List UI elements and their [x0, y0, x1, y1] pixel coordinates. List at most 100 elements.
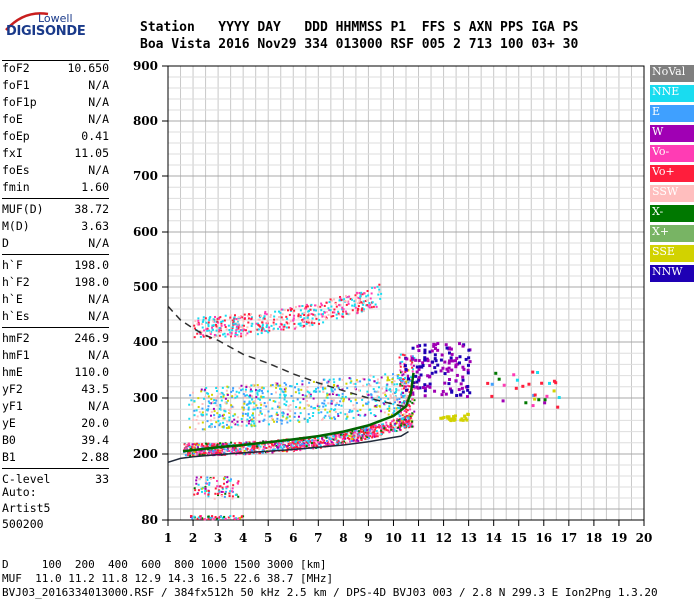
echo-point	[320, 302, 323, 305]
echo-point	[393, 391, 396, 394]
echo-point	[409, 359, 412, 362]
echo-point	[241, 406, 244, 409]
echo-point	[251, 445, 254, 448]
echo-point	[256, 393, 259, 396]
logo-digisonde-text: DIGISONDE	[6, 24, 86, 39]
echo-point	[307, 314, 310, 317]
echo-point	[194, 428, 197, 431]
echo-point	[366, 435, 369, 438]
echo-point	[242, 408, 245, 411]
echo-point	[413, 410, 416, 413]
echo-point	[389, 422, 392, 425]
echo-point	[411, 398, 414, 401]
echo-point	[290, 307, 293, 310]
echo-point	[215, 404, 218, 407]
echo-point	[436, 342, 440, 346]
echo-point	[375, 425, 378, 428]
echo-point	[348, 437, 351, 440]
echo-point	[502, 383, 506, 387]
echo-point	[307, 413, 310, 416]
echo-point	[325, 439, 328, 442]
echo-point	[240, 389, 243, 392]
echo-point	[261, 386, 264, 389]
echo-point	[221, 320, 224, 323]
params-list: foF2 10.650 foF1 N/A foF1p N/A foE N/A foEp 0.41 f…	[2, 60, 109, 488]
echo-point	[374, 428, 377, 431]
echo-point	[426, 384, 430, 388]
echo-point	[309, 395, 312, 398]
echo-point	[213, 517, 216, 520]
echo-point	[253, 402, 256, 405]
echo-point	[367, 294, 370, 297]
echo-point	[273, 443, 276, 446]
echo-point	[397, 406, 400, 409]
echo-point	[244, 394, 247, 397]
param-value: 198.0	[74, 258, 109, 272]
param-row: fxI 11.05	[2, 145, 109, 162]
echo-point	[402, 395, 405, 398]
echo-point	[231, 329, 234, 332]
echo-point	[431, 360, 435, 364]
echo-point	[393, 399, 396, 402]
echo-point	[252, 406, 255, 409]
echo-point	[221, 442, 224, 445]
echo-point	[310, 303, 313, 306]
echo-point	[361, 398, 364, 401]
echo-point	[218, 489, 221, 492]
echo-point	[249, 445, 252, 448]
echo-point	[229, 411, 232, 414]
echo-point	[224, 397, 227, 400]
autoscaler-name: Artist5	[2, 501, 51, 515]
echo-point	[308, 395, 311, 398]
echo-point	[400, 420, 403, 423]
x-tick-label: 17	[560, 531, 577, 545]
echo-point	[245, 386, 248, 389]
echo-point	[361, 428, 364, 431]
echo-point	[407, 425, 410, 428]
echo-point	[430, 349, 434, 353]
echo-point	[401, 384, 404, 387]
echo-point	[366, 383, 369, 386]
echo-point	[199, 332, 202, 335]
echo-point	[303, 317, 306, 320]
echo-point	[280, 388, 283, 391]
echo-point	[257, 448, 260, 451]
param-value: 1.60	[81, 180, 109, 194]
echo-point	[490, 382, 494, 386]
echo-point	[397, 413, 400, 416]
echo-point	[237, 319, 240, 322]
echo-point	[305, 322, 308, 325]
echo-point	[365, 295, 368, 298]
x-tick-label: 6	[289, 531, 297, 545]
echo-point	[248, 396, 251, 399]
echo-point	[211, 443, 214, 446]
echo-point	[380, 292, 383, 295]
echo-point	[287, 309, 290, 312]
echo-point	[225, 486, 228, 489]
echo-point	[434, 343, 438, 347]
echo-point	[253, 408, 256, 411]
echo-point	[411, 401, 414, 404]
echo-point	[352, 432, 355, 435]
echo-point	[212, 518, 215, 521]
echo-point	[241, 414, 244, 417]
echo-point	[211, 452, 214, 455]
echo-point	[326, 442, 329, 445]
echo-point	[189, 515, 192, 518]
echo-point	[337, 440, 340, 443]
echo-point	[250, 325, 253, 328]
echo-point	[290, 385, 293, 388]
echo-point	[531, 404, 535, 408]
echo-point	[204, 452, 207, 455]
echo-point	[224, 325, 227, 328]
echo-point	[278, 401, 281, 404]
echo-point	[196, 322, 199, 325]
echo-point	[399, 410, 402, 413]
echo-point	[286, 447, 289, 450]
param-value: 39.4	[81, 433, 109, 447]
echo-point	[191, 445, 194, 448]
echo-point	[213, 315, 216, 318]
echo-point	[462, 367, 466, 371]
echo-point	[215, 390, 218, 393]
echo-point	[228, 416, 231, 419]
